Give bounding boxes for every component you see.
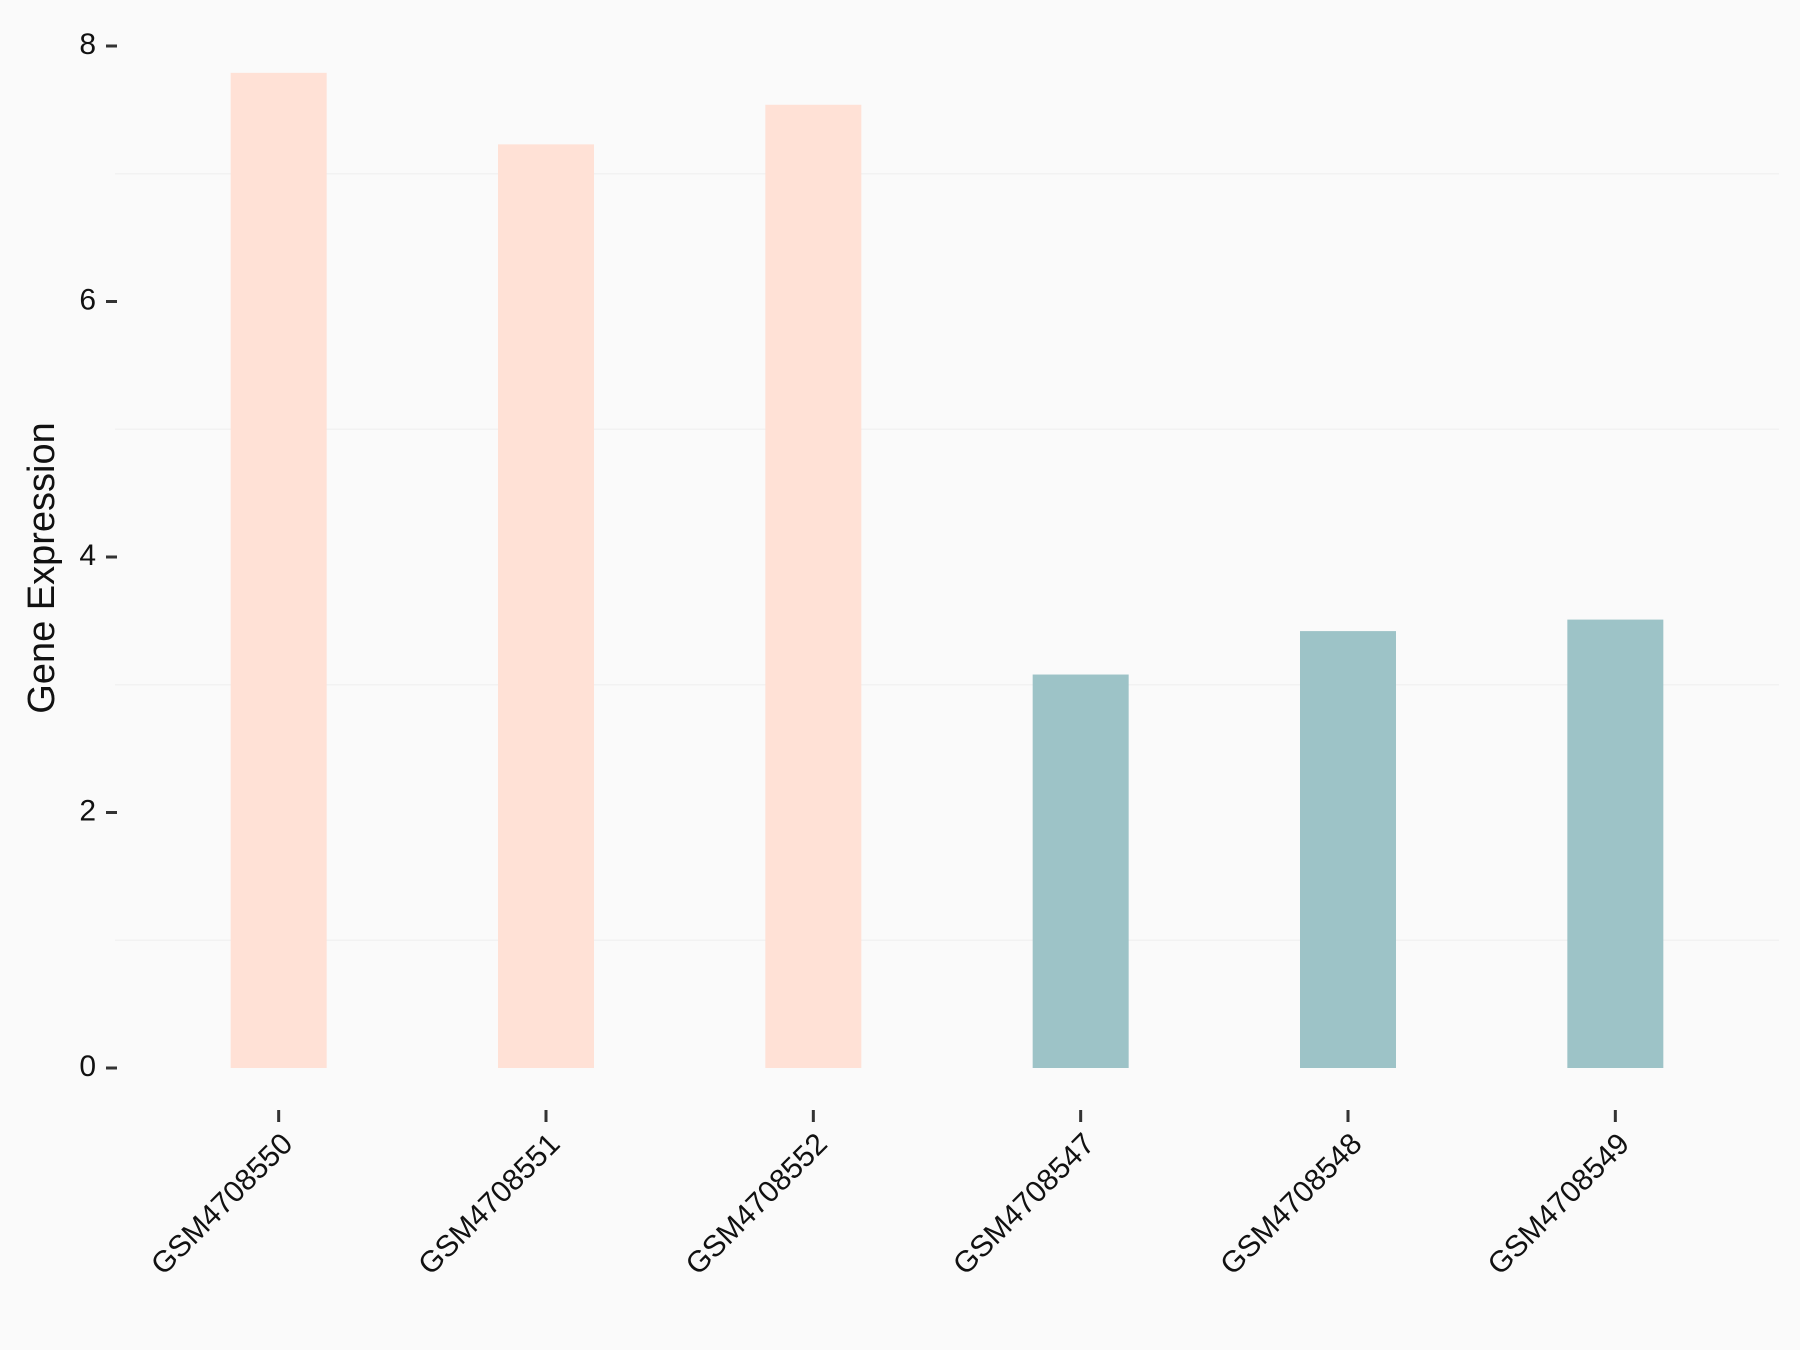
bar: [1300, 631, 1396, 1068]
y-tick-label: 6: [79, 283, 96, 316]
y-tick-label: 2: [79, 794, 96, 827]
bar: [498, 144, 594, 1068]
bar: [1567, 619, 1664, 1068]
y-tick-label: 4: [79, 539, 96, 572]
bar: [1032, 674, 1129, 1068]
bar: [230, 72, 327, 1068]
bar: [765, 104, 862, 1068]
y-tick-label: 0: [79, 1050, 96, 1083]
y-tick-label: 8: [79, 28, 96, 61]
y-axis-label: Gene Expression: [21, 422, 63, 714]
